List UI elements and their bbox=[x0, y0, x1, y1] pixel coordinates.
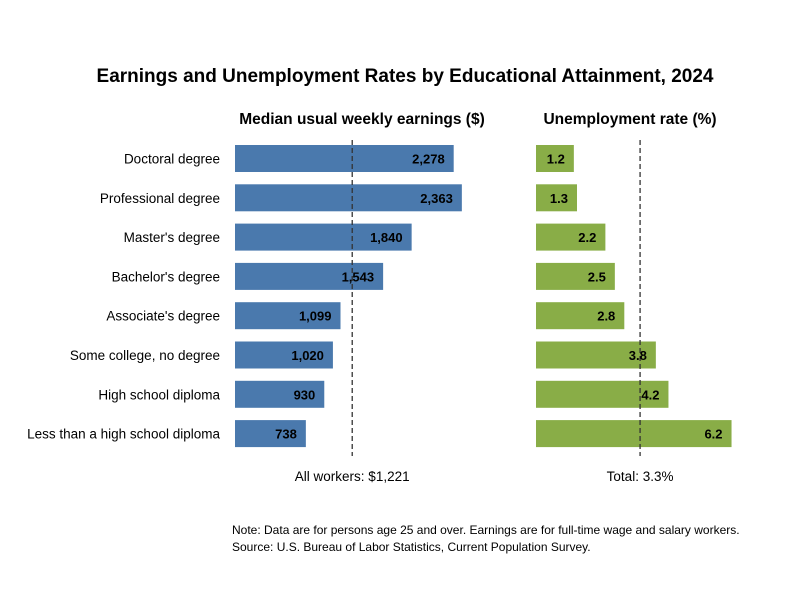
unemployment-value-master-s-degree: 2.2 bbox=[578, 230, 596, 245]
category-label-high-school-diploma: High school diploma bbox=[98, 387, 220, 402]
earnings-value-bachelor-s-degree: 1,543 bbox=[342, 269, 375, 284]
earnings-bar-some-college-no-degree bbox=[235, 341, 333, 369]
unemployment-bar-doctoral-degree bbox=[536, 145, 574, 172]
earnings-bar-less-than-a-high-school-diploma bbox=[235, 420, 306, 448]
unemployment-bar-master-s-degree bbox=[536, 223, 606, 251]
category-label-associate-s-degree: Associate's degree bbox=[106, 309, 220, 324]
earnings-value-professional-degree: 2,363 bbox=[420, 191, 453, 206]
unemployment-bar-bachelor-s-degree bbox=[536, 262, 615, 290]
category-label-less-than-a-high-school-diploma: Less than a high school diploma bbox=[27, 427, 220, 442]
earnings-bar-professional-degree bbox=[235, 184, 462, 212]
earnings-value-master-s-degree: 1,840 bbox=[370, 230, 403, 245]
earnings-bar-doctoral-degree bbox=[235, 145, 454, 172]
earnings-panel-title: Median usual weekly earnings ($) bbox=[239, 111, 485, 128]
unemployment-bar-professional-degree bbox=[536, 184, 577, 212]
category-label-master-s-degree: Master's degree bbox=[124, 230, 220, 245]
source-text: Source: U.S. Bureau of Labor Statistics,… bbox=[232, 540, 591, 554]
total-label: Total: 3.3% bbox=[607, 469, 674, 484]
earnings-value-associate-s-degree: 1,099 bbox=[299, 309, 332, 324]
unemployment-value-bachelor-s-degree: 2.5 bbox=[588, 269, 606, 284]
unemployment-bar-less-than-a-high-school-diploma bbox=[536, 420, 732, 448]
category-labels: Doctoral degree Professional degree Master… bbox=[27, 152, 220, 442]
note-text: Note: Data are for persons age 25 and ov… bbox=[232, 523, 740, 537]
earnings-value-high-school-diploma: 930 bbox=[294, 387, 316, 402]
earnings-bar-associate-s-degree bbox=[235, 302, 341, 330]
category-label-professional-degree: Professional degree bbox=[100, 191, 220, 206]
earnings-bar-master-s-degree bbox=[235, 223, 412, 251]
unemployment-value-associate-s-degree: 2.8 bbox=[597, 309, 615, 324]
unemployment-bar-high-school-diploma bbox=[536, 380, 669, 408]
unemployment-value-high-school-diploma: 4.2 bbox=[641, 387, 659, 402]
category-label-some-college-no-degree: Some college, no degree bbox=[70, 348, 220, 363]
earnings-bar-bachelor-s-degree bbox=[235, 262, 384, 290]
unemployment-value-doctoral-degree: 1.2 bbox=[547, 152, 565, 167]
unemployment-bars: 1.2 1.3 2.2 2.5 2.8 3.8 4.2 6.2 Total: 3.3% bbox=[536, 140, 732, 484]
unemployment-panel-title: Unemployment rate (%) bbox=[543, 111, 716, 128]
chart-title: Earnings and Unemployment Rates by Educa… bbox=[97, 66, 714, 87]
unemployment-bar-associate-s-degree bbox=[536, 302, 625, 330]
unemployment-value-some-college-no-degree: 3.8 bbox=[629, 348, 647, 363]
earnings-bar-high-school-diploma bbox=[235, 380, 325, 408]
category-label-doctoral-degree: Doctoral degree bbox=[124, 152, 220, 167]
earnings-value-doctoral-degree: 2,278 bbox=[412, 152, 445, 167]
earnings-value-some-college-no-degree: 1,020 bbox=[291, 348, 324, 363]
earnings-bars: 2,278 2,363 1,840 1,543 1,099 1,020 930 738 All … bbox=[235, 140, 462, 484]
unemployment-value-less-than-a-high-school-diploma: 6.2 bbox=[704, 427, 722, 442]
unemployment-bar-some-college-no-degree bbox=[536, 341, 656, 369]
earnings-value-less-than-a-high-school-diploma: 738 bbox=[275, 427, 297, 442]
unemployment-value-professional-degree: 1.3 bbox=[550, 191, 568, 206]
all-workers-label: All workers: $1,221 bbox=[295, 469, 410, 484]
category-label-bachelor-s-degree: Bachelor's degree bbox=[112, 269, 220, 284]
